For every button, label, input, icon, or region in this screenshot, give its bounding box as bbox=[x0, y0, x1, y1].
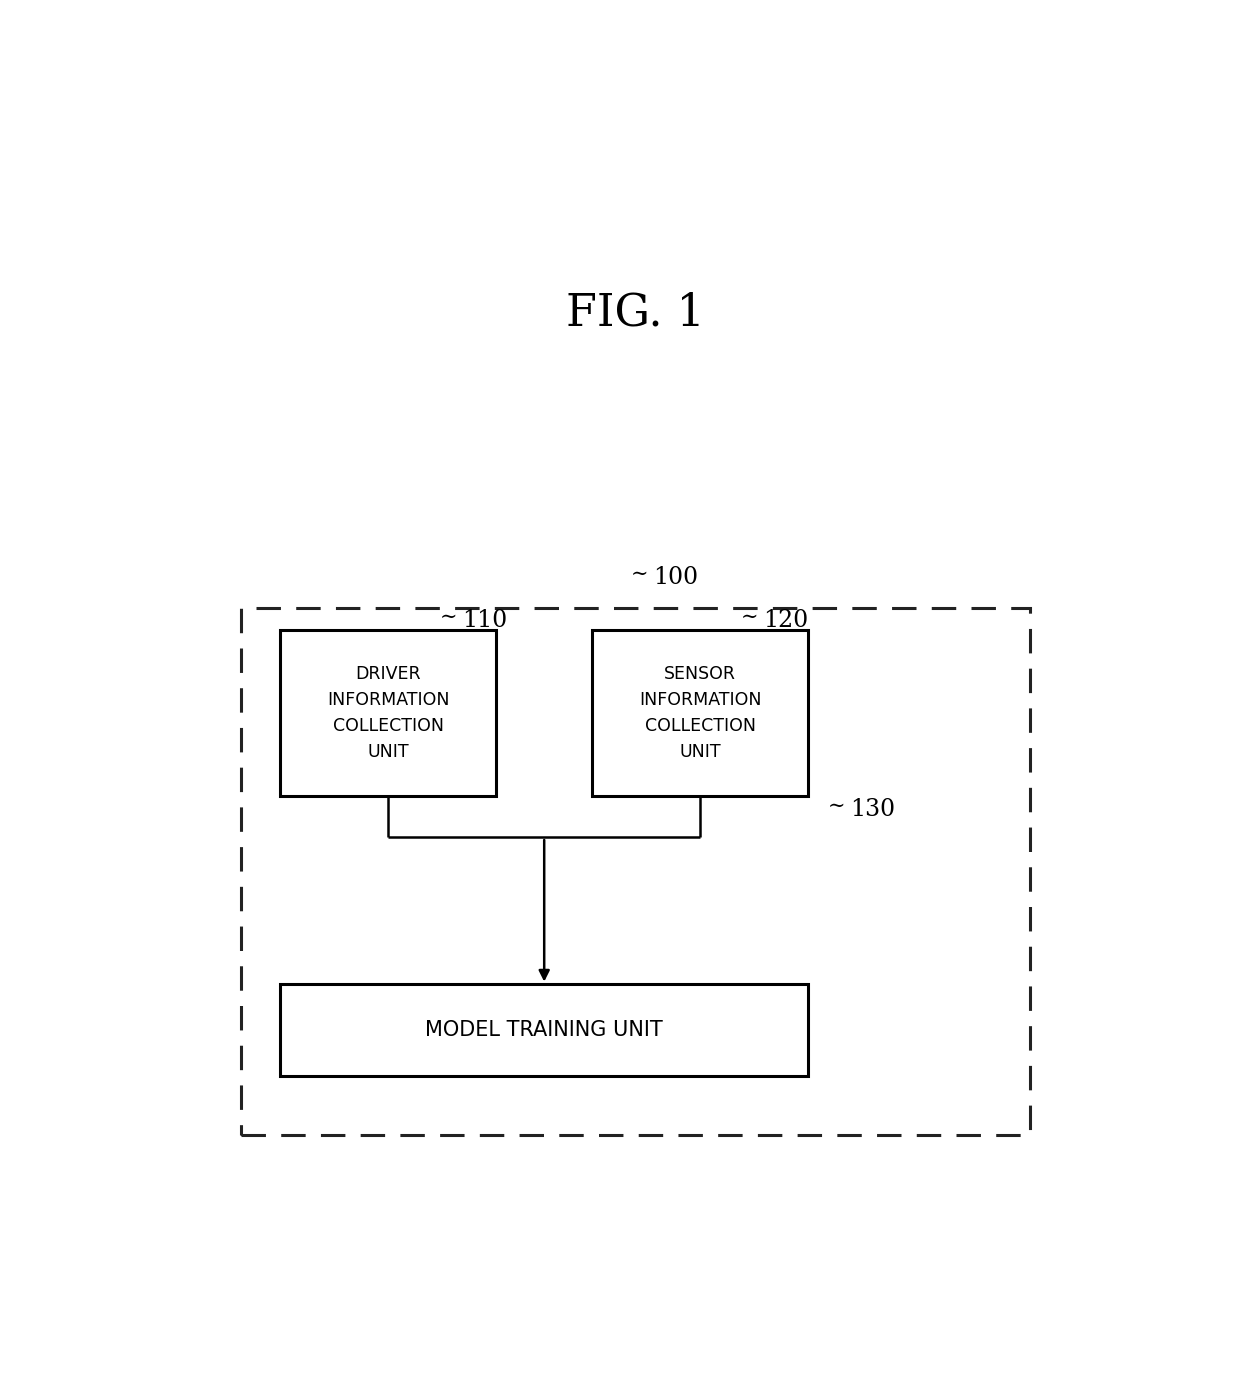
Text: SENSOR
INFORMATION
COLLECTION
UNIT: SENSOR INFORMATION COLLECTION UNIT bbox=[639, 666, 761, 761]
Text: 110: 110 bbox=[463, 609, 507, 632]
Text: 100: 100 bbox=[652, 565, 698, 589]
Text: 120: 120 bbox=[764, 609, 808, 632]
Text: ∼: ∼ bbox=[827, 797, 844, 815]
Text: FIG. 1: FIG. 1 bbox=[567, 290, 704, 334]
Bar bbox=[242, 609, 1029, 1135]
Text: ∼: ∼ bbox=[742, 607, 759, 627]
Text: 130: 130 bbox=[849, 799, 895, 821]
Text: ∼: ∼ bbox=[440, 607, 458, 627]
Text: ∼: ∼ bbox=[630, 564, 649, 584]
Bar bbox=[593, 630, 808, 796]
Text: DRIVER
INFORMATION
COLLECTION
UNIT: DRIVER INFORMATION COLLECTION UNIT bbox=[327, 666, 449, 761]
Bar bbox=[280, 984, 808, 1076]
Bar bbox=[280, 630, 496, 796]
Text: MODEL TRAINING UNIT: MODEL TRAINING UNIT bbox=[425, 1020, 663, 1040]
